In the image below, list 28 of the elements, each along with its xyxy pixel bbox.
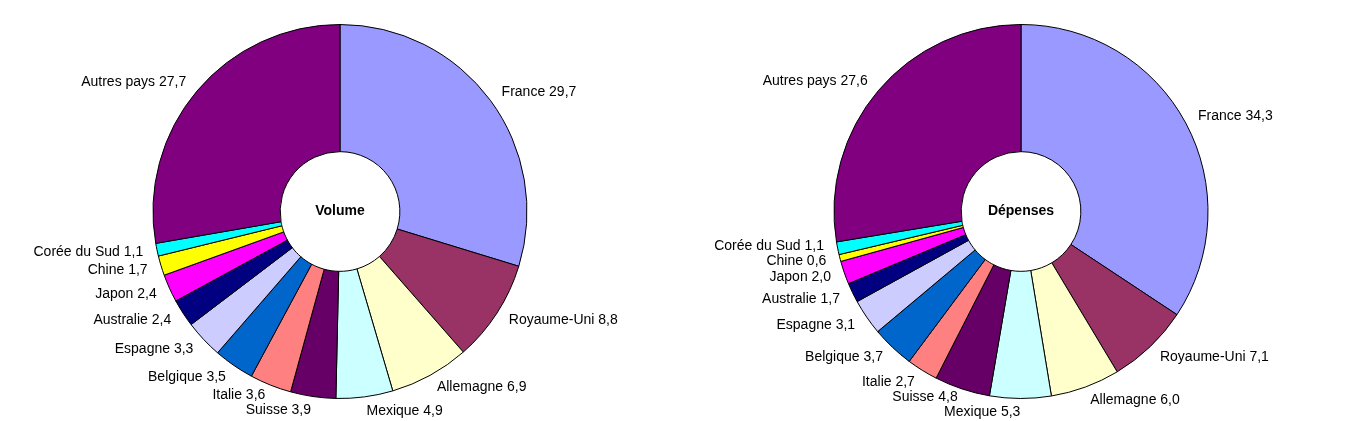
slice-label: Allemagne 6,0 xyxy=(1090,391,1180,408)
slice-label: Suisse 3,9 xyxy=(245,401,312,418)
slice-label: Chine 0,6 xyxy=(766,252,827,269)
slice-label: Espagne 3,1 xyxy=(776,315,856,332)
slice-label: Mexique 5,3 xyxy=(944,403,1021,420)
slice-label: Corée du Sud 1,1 xyxy=(33,243,144,260)
slice-label: Allemagne 6,9 xyxy=(436,378,527,395)
slice-label: Royaume-Uni 8,8 xyxy=(508,311,618,328)
slice-label: Australie 1,7 xyxy=(762,289,841,306)
text: Dépenses xyxy=(987,202,1055,219)
slice-label: Autres pays 27,6 xyxy=(762,72,868,89)
slice-label: Italie 2,7 xyxy=(861,373,916,390)
slice-label: France 34,3 xyxy=(1198,107,1273,124)
slice-label: Espagne 3,3 xyxy=(114,339,194,356)
slice-label: Japon 2,0 xyxy=(769,268,832,285)
slice-label: Chine 1,7 xyxy=(87,260,148,277)
slice-label: Italie 3,6 xyxy=(212,386,266,403)
slice-label: Mexique 4,9 xyxy=(366,401,443,418)
slice-label: Royaume-Uni 7,1 xyxy=(1159,347,1270,364)
slice-label: Corée du Sud 1,1 xyxy=(714,237,825,254)
slice-label: France 29,7 xyxy=(501,82,577,99)
slice-label: Suisse 4,8 xyxy=(892,388,958,405)
slice-label: Australie 2,4 xyxy=(93,311,172,328)
slice-label: Belgique 3,5 xyxy=(148,367,227,384)
slice-label: Autres pays 27,7 xyxy=(81,72,187,89)
slice-label: Belgique 3,7 xyxy=(805,348,884,365)
slice-label: Japon 2,4 xyxy=(95,284,157,301)
text: Volume xyxy=(315,202,365,219)
